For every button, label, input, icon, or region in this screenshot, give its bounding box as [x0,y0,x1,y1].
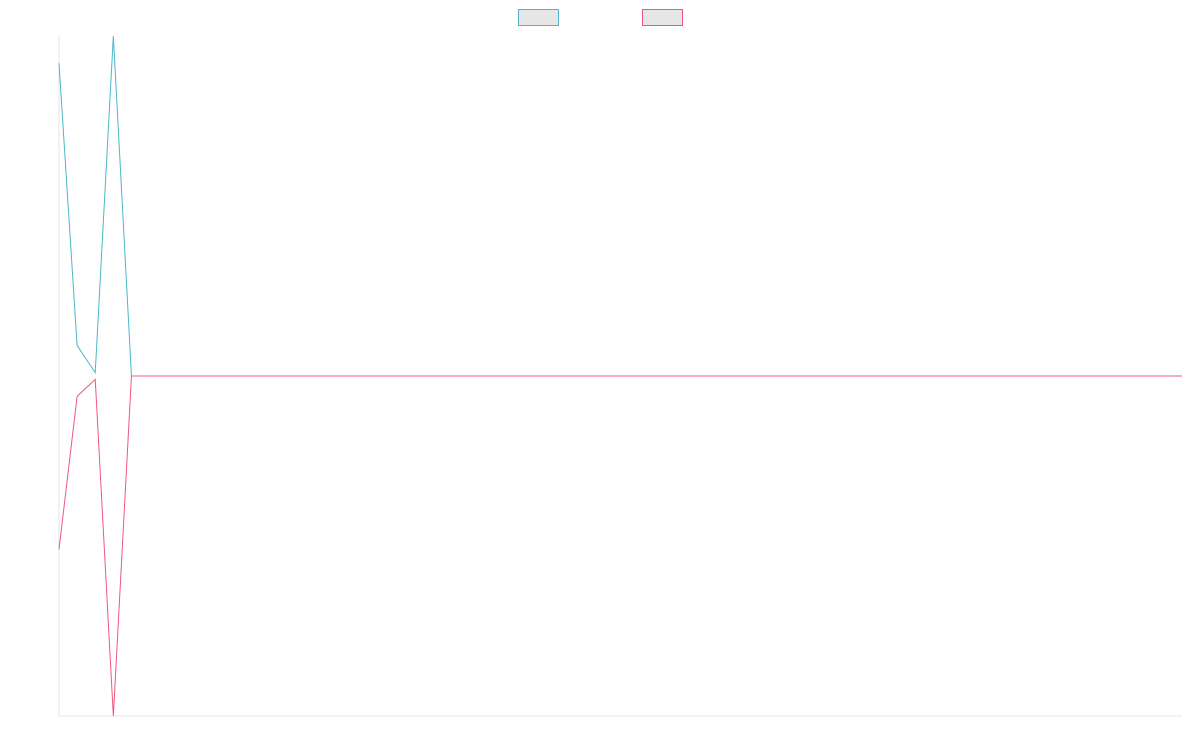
legend-swatch-2[interactable] [642,9,683,26]
series-line-1 [58,35,1182,377]
series-line-2 [58,375,1182,717]
legend-swatch-1[interactable] [518,9,559,26]
series-group [58,35,1182,717]
legend [518,9,683,26]
plot-area [58,35,1182,717]
